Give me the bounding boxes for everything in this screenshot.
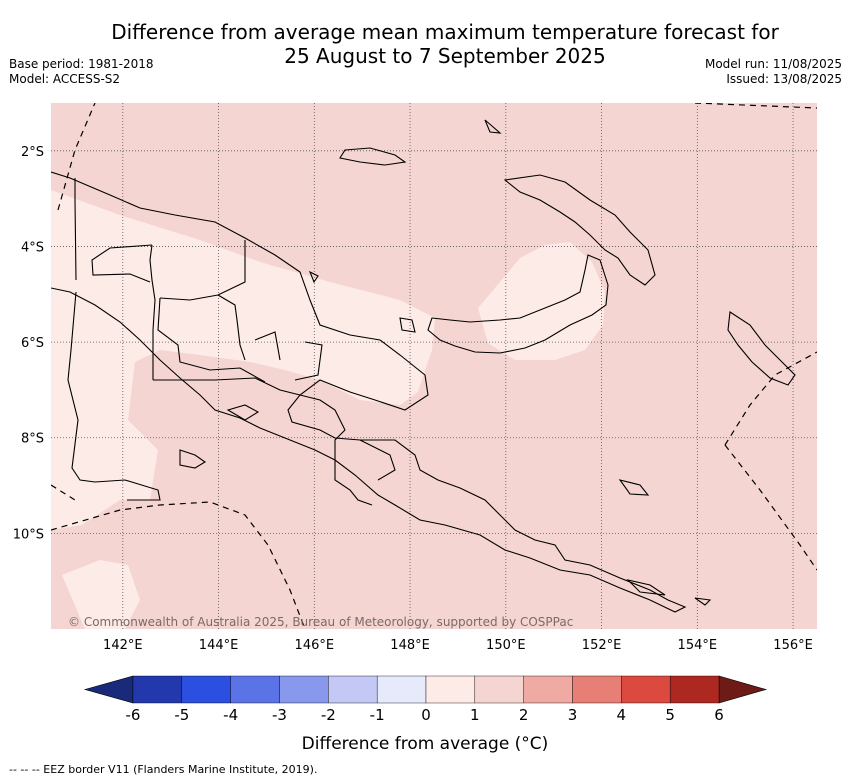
colorbar-over-arrow	[718, 675, 768, 704]
colorbar-segment	[572, 675, 622, 704]
lat-tick-label: 4°S	[21, 240, 44, 255]
colorbar-segment	[132, 675, 183, 704]
meta-right: Model run: 11/08/2025 Issued: 13/08/2025	[705, 57, 842, 87]
map-panel: © Commonwealth of Australia 2025, Bureau…	[51, 103, 817, 629]
longitude-labels: 142°E 144°E 146°E 148°E 150°E 152°E 154°E 156°E	[103, 638, 813, 653]
land-outlines	[51, 119, 796, 613]
colorbar-tick-label: 0	[421, 706, 431, 724]
colorbar-tick-label: -5	[174, 706, 189, 724]
lon-tick-label: 144°E	[199, 638, 239, 653]
colorbar-segment	[328, 675, 378, 704]
lon-tick-label: 146°E	[295, 638, 335, 653]
lon-tick-label: 156°E	[773, 638, 813, 653]
latitude-labels: 2°S 4°S 6°S 8°S 10°S	[13, 145, 44, 543]
colorbar-tick-label: -1	[370, 706, 385, 724]
colorbar-segment	[621, 675, 671, 704]
colorbar-label: Difference from average (°C)	[302, 734, 549, 754]
colorbar-tick-label: 3	[568, 706, 578, 724]
map-title: Difference from average mean maximum tem…	[60, 20, 830, 68]
colorbar-tick-label: -3	[272, 706, 287, 724]
issued-date: Issued: 13/08/2025	[726, 72, 842, 86]
lon-tick-label: 152°E	[582, 638, 622, 653]
colorbar-tick-label: 5	[665, 706, 675, 724]
colorbar-segment	[425, 675, 476, 704]
forecast-map: © Commonwealth of Australia 2025, Bureau…	[13, 103, 817, 754]
anomaly-0-1-region-east	[478, 242, 605, 360]
anomaly-0-1-region-west	[51, 190, 435, 530]
lon-tick-label: 154°E	[678, 638, 718, 653]
colorbar-tick-label: 4	[617, 706, 627, 724]
graticule	[51, 103, 817, 629]
lon-tick-label: 150°E	[486, 638, 526, 653]
colorbar-segment	[376, 675, 427, 704]
meta-left: Base period: 1981-2018 Model: ACCESS-S2	[9, 57, 154, 87]
lat-tick-label: 6°S	[21, 336, 44, 351]
anomaly-1-2-region	[51, 103, 817, 629]
eez-borders	[51, 103, 817, 629]
lat-tick-label: 8°S	[21, 432, 44, 447]
lat-tick-label: 10°S	[13, 527, 44, 542]
title-line-2: 25 August to 7 September 2025	[284, 44, 606, 68]
colorbar-segment	[669, 675, 720, 704]
eez-legend: -- -- -- EEZ border V11 (Flanders Marine…	[9, 763, 318, 776]
copyright-text: © Commonwealth of Australia 2025, Bureau…	[68, 615, 573, 629]
lon-tick-label: 148°E	[390, 638, 430, 653]
colorbar-tick-label: -4	[223, 706, 238, 724]
colorbar-tick-label: -6	[126, 706, 141, 724]
colorbar-segment	[474, 675, 524, 704]
model-name: Model: ACCESS-S2	[9, 72, 121, 86]
colorbar-segment	[181, 675, 231, 704]
colorbar-segment	[230, 675, 280, 704]
model-run: Model run: 11/08/2025	[704, 57, 842, 71]
base-period: Base period: 1981-2018	[9, 57, 154, 71]
colorbar-segment	[279, 675, 329, 704]
colorbar-tick-label: 2	[519, 706, 529, 724]
colorbar-tick-label: 1	[470, 706, 480, 724]
anomaly-0-1-region-southwest	[62, 560, 140, 629]
lat-tick-label: 2°S	[21, 145, 44, 160]
colorbar-segment	[523, 675, 573, 704]
colorbar: -6 -5 -4 -3 -2 -1 0 1 2 3 4 5 6	[83, 675, 768, 724]
colorbar-tick-label: -2	[321, 706, 336, 724]
title-line-1: Difference from average mean maximum tem…	[111, 20, 779, 44]
colorbar-tick-label: 6	[714, 706, 724, 724]
lon-tick-label: 142°E	[103, 638, 143, 653]
colorbar-under-arrow	[83, 675, 134, 704]
